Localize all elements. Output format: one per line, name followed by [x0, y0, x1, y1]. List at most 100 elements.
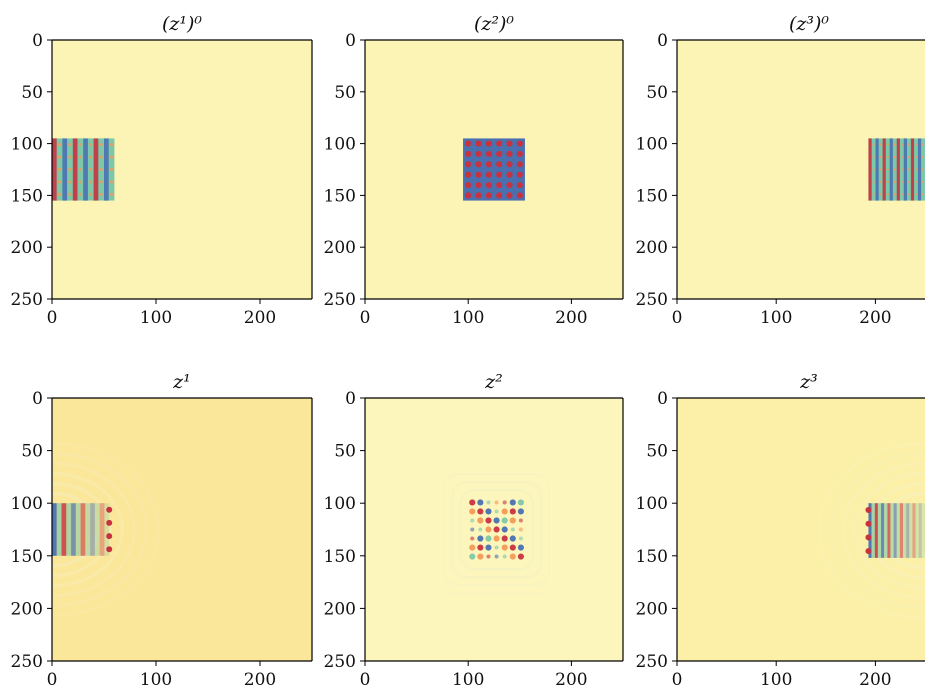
pattern-dot — [485, 526, 492, 533]
y-tick-label: 50 — [334, 83, 356, 103]
x-tick-label: 200 — [244, 670, 276, 689]
pattern-stripe — [912, 503, 916, 558]
panel-title: (z³)⁰ — [789, 13, 829, 35]
y-tick-label: 100 — [636, 494, 668, 514]
wave-ring — [52, 441, 160, 618]
x-tick-label: 100 — [760, 308, 792, 328]
pattern-dot — [478, 527, 483, 532]
x-tick-label: 200 — [555, 670, 587, 689]
pattern-stripe — [896, 503, 900, 558]
y-tick-label: 100 — [11, 135, 43, 155]
pattern-dot — [78, 180, 82, 184]
pattern-dot — [99, 167, 103, 172]
pattern-dot — [485, 508, 492, 515]
pattern-stripe — [917, 138, 922, 201]
y-tick-label: 0 — [32, 31, 43, 51]
pattern-dot — [109, 180, 114, 184]
y-tick-label: 150 — [11, 547, 43, 567]
pattern-stripe — [882, 138, 886, 201]
pattern-dot — [78, 192, 82, 197]
pattern-dot — [485, 150, 492, 158]
panel-title: z³ — [799, 371, 818, 393]
y-tick-label: 0 — [345, 31, 356, 51]
pattern-dot — [57, 155, 62, 159]
pattern-dot — [78, 155, 82, 159]
pattern-stripe — [887, 503, 891, 558]
pattern-dot — [872, 155, 875, 159]
x-tick-label: 200 — [859, 308, 891, 328]
pattern-dot — [106, 546, 113, 553]
pattern-dot — [106, 506, 113, 513]
y-tick-label: 200 — [636, 599, 668, 619]
pattern-dot — [914, 143, 918, 146]
pattern-dot — [99, 180, 103, 184]
y-tick-label: 50 — [646, 442, 668, 462]
wave-ring — [443, 472, 550, 587]
pattern-dot — [496, 140, 503, 147]
pattern-dot — [914, 180, 918, 184]
wave-ring — [853, 471, 925, 590]
pattern-dot — [465, 161, 472, 168]
pattern-dot — [485, 140, 492, 147]
pattern-stripe — [890, 503, 894, 558]
pattern-dot — [872, 143, 875, 146]
x-tick-label: 0 — [360, 670, 371, 689]
pattern-dot — [106, 533, 113, 540]
pattern-dot — [879, 143, 882, 146]
pattern-dot — [516, 181, 523, 189]
pattern-dot — [900, 180, 903, 184]
y-tick-label: 150 — [636, 547, 668, 567]
pattern-dot — [516, 150, 523, 158]
pattern-stripe — [893, 503, 897, 558]
pattern-dot — [506, 140, 513, 147]
pattern-dot — [477, 535, 484, 542]
pattern-dot — [879, 168, 882, 171]
wave-ring — [52, 451, 148, 608]
pattern-dot — [872, 168, 875, 171]
panel-title: z² — [484, 371, 503, 393]
pattern-dot — [89, 142, 93, 147]
pattern-dot — [506, 161, 513, 168]
pattern-dot — [886, 193, 889, 196]
pattern-dot — [109, 142, 114, 147]
pattern-dot — [517, 508, 524, 515]
wave-ring — [459, 488, 534, 571]
pattern-dot — [494, 500, 499, 505]
pattern-dot — [921, 193, 925, 196]
pattern-dot — [517, 499, 524, 506]
pattern-dot — [516, 171, 523, 178]
pattern-dot — [865, 507, 872, 514]
pattern-dot — [89, 180, 93, 184]
pattern-dot — [506, 171, 513, 178]
wave-ring — [52, 491, 100, 568]
pattern-dot — [99, 142, 103, 147]
pattern-dot — [501, 517, 508, 524]
y-tick-label: 0 — [32, 389, 43, 409]
pattern-dot — [509, 544, 516, 551]
pattern-dot — [494, 554, 499, 559]
pattern-dot — [68, 167, 72, 172]
pattern-dot — [501, 535, 508, 542]
pattern-stripe — [899, 503, 904, 558]
y-tick-label: 250 — [11, 652, 43, 672]
y-tick-label: 250 — [324, 652, 356, 672]
y-tick-label: 250 — [636, 290, 668, 310]
pattern-dot — [486, 554, 491, 559]
pattern-dot — [470, 527, 475, 532]
x-tick-label: 200 — [244, 308, 276, 328]
pattern-stripe — [93, 138, 99, 201]
y-tick-label: 50 — [21, 442, 43, 462]
pattern-dot — [517, 553, 524, 560]
heatmap-image — [365, 398, 623, 661]
pattern-stripe — [52, 503, 57, 556]
pattern-dot — [475, 192, 482, 199]
pattern-dot — [496, 161, 503, 168]
pattern-dot — [907, 143, 911, 146]
pattern-dot — [477, 544, 484, 551]
pattern-dot — [900, 193, 903, 196]
pattern-dot — [516, 161, 523, 168]
x-tick-label: 200 — [555, 308, 587, 328]
heatmap-image — [677, 40, 925, 299]
y-tick-label: 50 — [646, 83, 668, 103]
